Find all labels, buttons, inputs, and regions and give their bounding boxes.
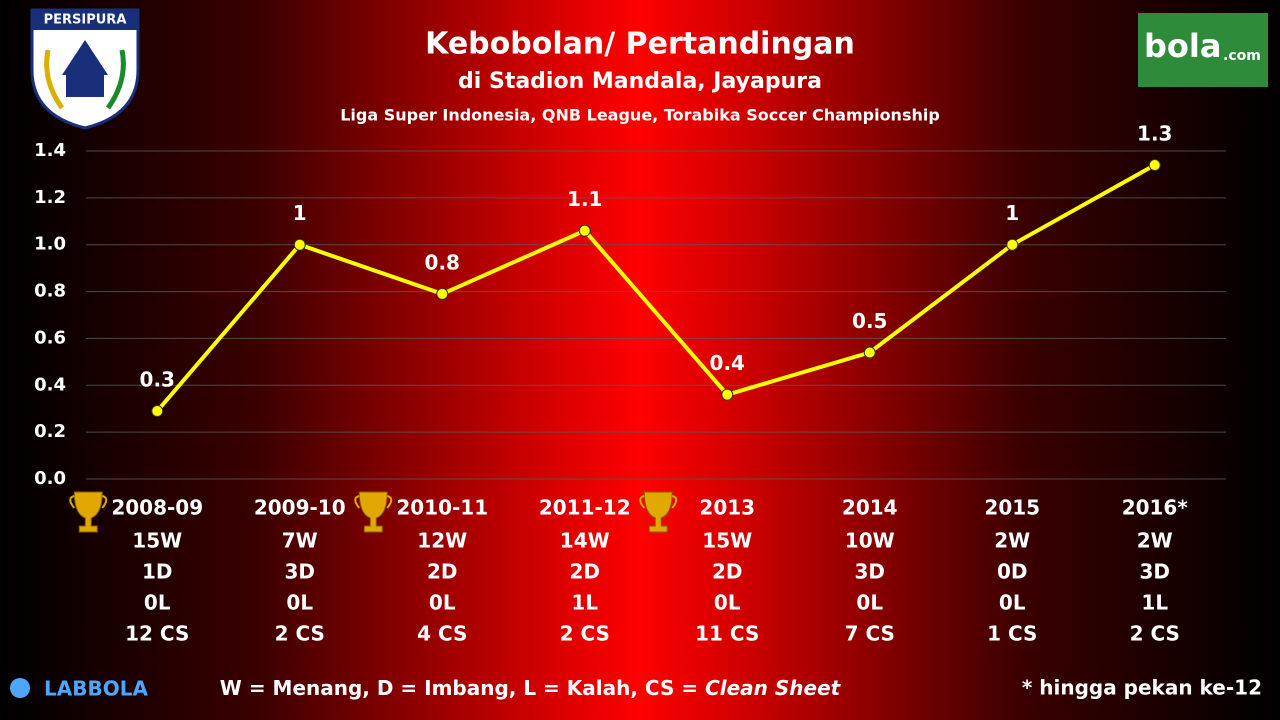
stat-label: 2D [427, 560, 458, 584]
labbola-logo: LABBOLA [10, 677, 148, 701]
x-tick-label: 2015 [984, 496, 1040, 520]
data-label: 0.8 [425, 250, 460, 274]
y-tick-label: 1.2 [34, 187, 66, 208]
stat-label: 0L [429, 591, 456, 615]
data-point [151, 405, 164, 418]
trophy-icon [69, 495, 108, 509]
line [155, 163, 1156, 413]
data-point [721, 388, 734, 401]
stat-label: 14W [560, 529, 610, 553]
legend-text: W = Menang, D = Imbang, L = Kalah, CS = [220, 676, 705, 700]
logo-text: bola [1144, 27, 1221, 65]
data-label: 0.5 [852, 309, 887, 333]
data-point [1148, 159, 1161, 172]
stat-label: 10W [845, 529, 895, 553]
x-tick-label: 2010-11 [396, 496, 488, 520]
chart-title: Kebobolan/ Pertandingan [425, 27, 855, 62]
data-label: 0.4 [710, 351, 745, 375]
bola-logo: bola .com [1138, 13, 1268, 87]
stat-label: 0D [997, 560, 1028, 584]
data-point [293, 238, 306, 251]
y-tick-label: 0.2 [34, 421, 66, 442]
data-label: 0.3 [140, 368, 175, 392]
stat-label: 1L [1141, 591, 1168, 615]
y-tick-label: 0.0 [34, 468, 66, 489]
stat-label: 0L [999, 591, 1026, 615]
stat-label: 4 CS [417, 622, 467, 646]
x-tick-label: 2016* [1122, 496, 1189, 520]
stat-label: 11 CS [695, 622, 759, 646]
y-tick-label: 1.4 [34, 140, 66, 161]
data-point [436, 287, 449, 300]
logo-text: .com [1223, 48, 1261, 64]
stat-label: 1 CS [987, 622, 1037, 646]
y-tick-label: 1.0 [34, 234, 66, 255]
stat-label: 2D [712, 560, 743, 584]
stat-label: 7W [282, 529, 318, 553]
x-tick-label: 2011-12 [539, 496, 631, 520]
x-tick-label: 2009-10 [254, 496, 346, 520]
logo-text: LABBOLA [44, 677, 148, 701]
footnote: * hingga pekan ke-12 [1022, 676, 1262, 700]
stat-label: 2 CS [275, 622, 325, 646]
trophy-icon [639, 495, 678, 509]
stat-label: 0L [144, 591, 171, 615]
stat-label: 2 CS [1130, 622, 1180, 646]
stat-label: 2W [994, 529, 1030, 553]
stat-label: 7 CS [845, 622, 895, 646]
stat-label: 1D [142, 560, 173, 584]
logo-text: PERSIPURA [44, 13, 127, 28]
stat-label: 3D [854, 560, 885, 584]
data-label: 1.1 [567, 187, 602, 211]
data-label: 1.3 [1137, 122, 1172, 146]
persipura-logo: PERSIPURA [30, 8, 140, 130]
trophy-icon [643, 491, 673, 533]
chart-subtitle: Liga Super Indonesia, QNB League, Torabi… [340, 106, 940, 125]
data-point [578, 224, 591, 237]
stat-label: 0L [856, 591, 883, 615]
data-point [863, 346, 876, 359]
trophy-icon [73, 491, 103, 533]
stat-label: 0L [286, 591, 313, 615]
stat-label: 1L [571, 591, 598, 615]
stat-label: 15W [132, 529, 182, 553]
stat-label: 2D [569, 560, 600, 584]
chart-subtitle: di Stadion Mandala, Jayapura [458, 69, 822, 94]
stat-label: 0L [714, 591, 741, 615]
stat-label: 15W [702, 529, 752, 553]
x-tick-label: 2014 [842, 496, 898, 520]
stat-label: 12 CS [125, 622, 189, 646]
data-label: 1 [293, 201, 307, 225]
trophy-icon [358, 491, 388, 533]
x-tick-label: 2008-09 [111, 496, 203, 520]
data-point [1006, 238, 1019, 251]
stat-label: 3D [1139, 560, 1170, 584]
stat-label: 3D [284, 560, 315, 584]
y-tick-label: 0.6 [34, 327, 66, 348]
y-tick-label: 0.4 [34, 374, 66, 395]
stat-label: 2W [1137, 529, 1173, 553]
legend-text: Clean Sheet [705, 676, 842, 700]
data-label: 1 [1005, 201, 1019, 225]
trophy-icon [354, 495, 393, 509]
y-tick-label: 0.8 [34, 281, 66, 302]
stat-label: 12W [417, 529, 467, 553]
stat-label: 2 CS [560, 622, 610, 646]
x-tick-label: 2013 [699, 496, 755, 520]
legend: W = Menang, D = Imbang, L = Kalah, CS = … [220, 676, 842, 700]
